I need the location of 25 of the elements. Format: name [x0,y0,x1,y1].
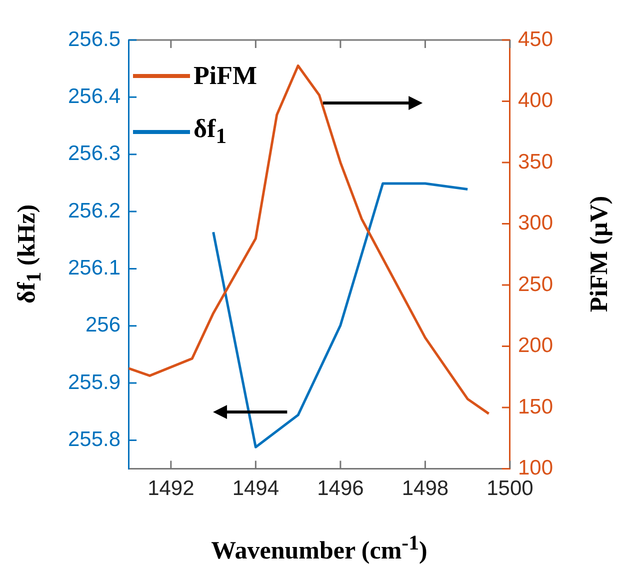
y-tick-label: 256.2 [68,199,121,222]
y-tick-label: 255.8 [68,428,121,452]
y-tick-label: 256 [86,314,121,337]
y2-tick-label: 200 [518,334,554,358]
x-axis-title: Wavenumber (cm$^{-1}$) [211,530,428,565]
y-tick-label: 256.5 [68,28,121,51]
x-tick-label: 1498 [402,477,449,500]
y2-tick-label: 450 [518,28,554,51]
x-tick-label: 1492 [148,477,194,500]
y2-tick-label: 250 [518,272,554,296]
y-tick-label: 256.4 [68,84,121,108]
legend-label: PiFM [194,61,258,91]
legend-label: δf$_{1}$ [194,114,227,150]
y-tick-label: 256.1 [68,256,121,280]
y2-tick-label: 350 [518,150,554,174]
x-tick-label: 1500 [486,477,534,500]
y2-tick-label: 300 [518,212,554,235]
x-tick-label: 1496 [317,477,364,500]
x-tick-label: 1494 [232,477,280,500]
y2-tick-label: 400 [518,89,554,112]
y2-tick-label: 100 [518,456,554,480]
y2-axis-title: PiFM (μV) [586,196,614,312]
y-tick-label: 255.9 [68,370,121,394]
y-tick-label: 256.3 [68,142,121,166]
y2-tick-label: 150 [518,395,554,418]
